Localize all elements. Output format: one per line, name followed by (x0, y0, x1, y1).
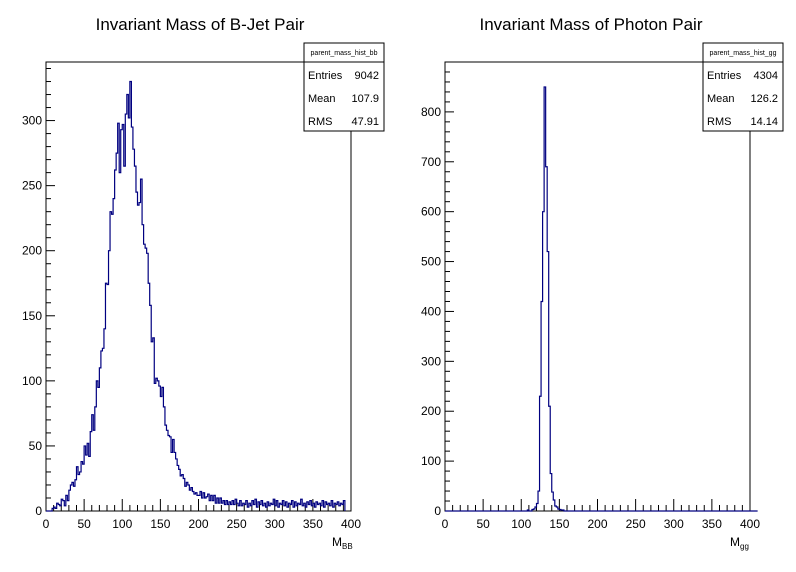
x-axis: 0 50 100 150 200 250 300 350 400 (43, 499, 361, 531)
y-tick-label: 250 (22, 179, 42, 193)
x-tick-label: 250 (626, 517, 646, 531)
x-tick-label: 200 (587, 517, 607, 531)
stats-box: parent_mass_hist_gg Entries 4304 Mean 126.2 R… (702, 42, 784, 132)
y-tick-label: 150 (22, 309, 42, 323)
histogram-line (445, 86, 758, 512)
chart-title: Invariant Mass of Photon Pair (479, 15, 702, 34)
chart-title: Invariant Mass of B-Jet Pair (96, 15, 305, 34)
stats-value-mean: 126.2 (750, 93, 778, 105)
x-tick-label: 50 (476, 517, 490, 531)
x-tick-label: 200 (188, 517, 208, 531)
y-axis: 0 100 200 300 400 500 600 700 800 (421, 61, 454, 518)
x-tick-label: 300 (265, 517, 285, 531)
x-tick-label: 400 (740, 517, 760, 531)
stats-value-rms: 14.14 (750, 116, 778, 128)
stats-value-entries: 4304 (754, 70, 778, 82)
histogram-line (46, 80, 346, 512)
x-tick-label: 50 (77, 517, 91, 531)
x-tick-label: 350 (702, 517, 722, 531)
x-axis-label-main: M (730, 535, 740, 549)
y-tick-label: 700 (421, 155, 441, 169)
x-axis-label-subscript: gg (740, 542, 749, 551)
y-tick-label: 500 (421, 255, 441, 269)
histogram-panel-2: Invariant Mass of Photon Pair 0 50 100 150 20… (421, 15, 784, 551)
stats-label-rms: RMS (308, 116, 332, 128)
y-tick-label: 300 (22, 114, 42, 128)
stats-value-mean: 107.9 (351, 93, 379, 105)
x-axis-label: Mgg (730, 535, 749, 551)
y-tick-label: 400 (421, 304, 441, 318)
x-axis-label-main: M (332, 535, 342, 549)
stats-value-rms: 47.91 (351, 116, 379, 128)
y-tick-label: 600 (421, 205, 441, 219)
stats-box-frame (303, 42, 385, 132)
x-tick-label: 300 (664, 517, 684, 531)
y-tick-label: 0 (35, 504, 42, 518)
y-tick-label: 100 (421, 454, 441, 468)
stats-value-entries: 9042 (355, 70, 379, 82)
stats-label-entries: Entries (707, 70, 742, 82)
x-axis-label-subscript: BB (342, 542, 353, 551)
x-tick-label: 350 (303, 517, 323, 531)
y-tick-label: 200 (421, 404, 441, 418)
stats-box: parent_mass_hist_bb Entries 9042 Mean 107.9 R… (303, 42, 385, 132)
y-tick-label: 0 (434, 504, 441, 518)
histogram-panel-1: Invariant Mass of B-Jet Pair 0 50 100 150 200… (22, 15, 385, 551)
stats-label-rms: RMS (707, 116, 731, 128)
stats-label-mean: Mean (308, 93, 336, 105)
x-tick-label: 0 (442, 517, 449, 531)
y-tick-label: 200 (22, 244, 42, 258)
x-axis-label: MBB (332, 535, 353, 551)
x-tick-label: 150 (150, 517, 170, 531)
y-tick-label: 50 (29, 439, 43, 453)
x-tick-label: 100 (511, 517, 531, 531)
x-tick-label: 400 (341, 517, 361, 531)
y-axis: 0 50 100 150 200 250 300 (22, 68, 55, 518)
stats-label-entries: Entries (308, 70, 343, 82)
x-tick-label: 100 (112, 517, 132, 531)
stats-box-name: parent_mass_hist_gg (710, 50, 777, 57)
stats-label-mean: Mean (707, 93, 735, 105)
y-tick-label: 800 (421, 105, 441, 119)
stats-box-name: parent_mass_hist_bb (311, 50, 378, 57)
x-tick-label: 150 (549, 517, 569, 531)
y-tick-label: 300 (421, 354, 441, 368)
stats-box-frame (702, 42, 784, 132)
y-tick-label: 100 (22, 374, 42, 388)
x-axis: 0 50 100 150 200 250 300 350 400 (442, 499, 760, 531)
x-tick-label: 0 (43, 517, 50, 531)
x-tick-label: 250 (227, 517, 247, 531)
